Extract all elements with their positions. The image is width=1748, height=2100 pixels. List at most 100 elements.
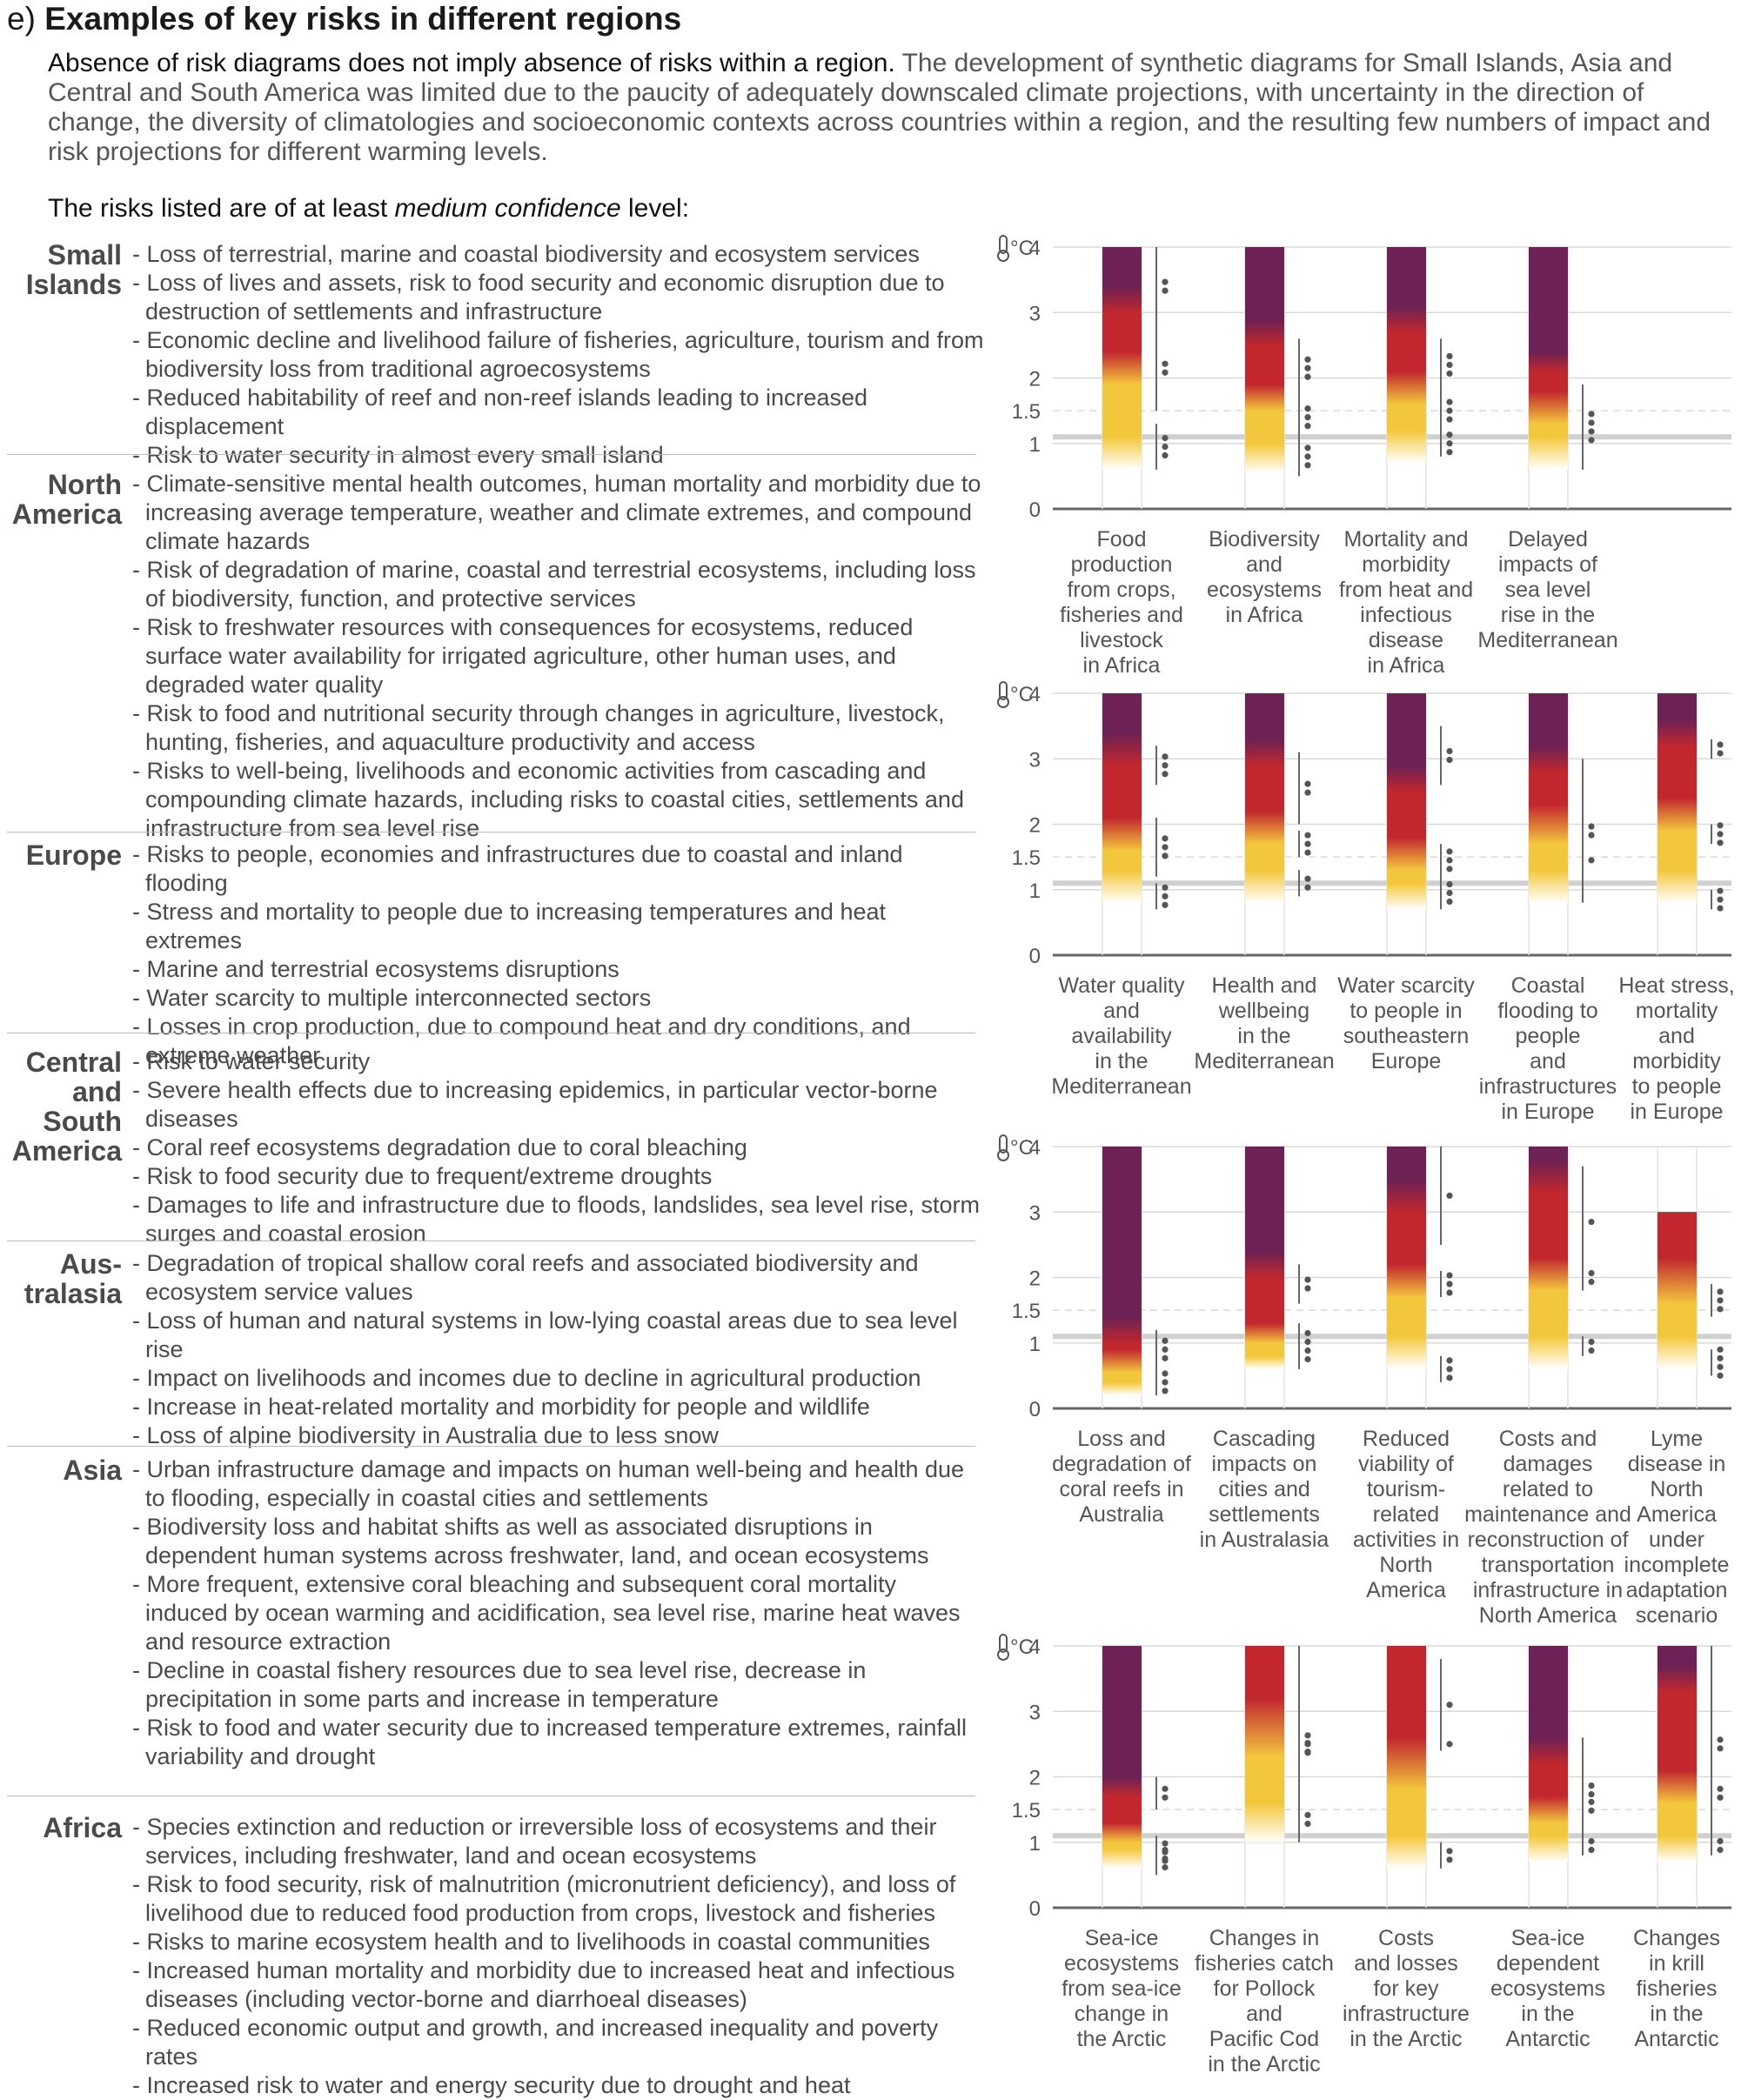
risk-ember-bar — [1245, 1646, 1284, 1843]
region-name: Africa — [43, 1812, 122, 1843]
risk-item: Increase in heat-related mortality and m… — [132, 1393, 985, 1421]
risk-ember-bar — [1387, 247, 1426, 464]
risk-ember-bar — [1387, 693, 1426, 910]
y-tick-label: 3 — [1029, 1201, 1041, 1225]
y-tick-label: 2 — [1029, 814, 1041, 838]
risk-ember-bar — [1529, 1147, 1568, 1369]
confidence-dot — [1717, 1846, 1724, 1854]
confidence-dot — [1717, 1745, 1724, 1752]
confidence-dot — [1446, 431, 1453, 438]
confidence-dot — [1446, 440, 1453, 447]
risk-item: Increased human mortality and morbidity … — [132, 1956, 985, 2014]
risk-item: Risks to well-being, livelihoods and eco… — [132, 757, 985, 843]
category-label: Food production from crops, fisheries and li… — [1060, 527, 1183, 678]
confidence-dot — [1162, 443, 1169, 451]
confidence-dot — [1304, 1355, 1311, 1363]
confidence-dot — [1588, 411, 1595, 418]
y-tick-label: 1 — [1029, 1333, 1041, 1356]
confidence-dot — [1717, 887, 1724, 894]
risk-ember-bar — [1102, 247, 1142, 470]
risk-ember-bar — [1529, 693, 1568, 903]
category-label: Water scarcity to people in southeastern Eu… — [1337, 973, 1475, 1073]
confidence-dot — [1162, 771, 1169, 778]
risk-item: Species extinction and reduction or irre… — [132, 1813, 985, 1870]
confidence-statement: The risks listed are of at least medium … — [48, 193, 689, 224]
confidence-dot — [1304, 1749, 1311, 1756]
confidence-dot — [1446, 1272, 1453, 1279]
confidence-dot — [1717, 1794, 1724, 1801]
confidence-dot — [1588, 857, 1595, 864]
unit-label: °C — [1010, 683, 1034, 706]
confidence-dot — [1304, 875, 1311, 882]
category-label: Loss and degradation of coral reefs in Aust… — [1052, 1427, 1191, 1527]
y-tick-label: 0 — [1029, 1897, 1041, 1921]
y-tick-label: 3 — [1029, 302, 1041, 325]
thermometer-icon — [997, 681, 1009, 708]
confidence-dot — [1446, 1702, 1453, 1709]
confidence-dot — [1446, 407, 1453, 414]
confidence-dot — [1304, 780, 1311, 787]
region-name: Aus-tralasia — [23, 1248, 122, 1309]
confidence-dot — [1304, 445, 1311, 451]
category-label: Biodiversity and ecosystems in Africa — [1207, 527, 1322, 627]
confidence-dot — [1304, 849, 1311, 856]
intro-lead: Absence of risk diagrams does not imply … — [48, 49, 895, 77]
confidence-dot — [1717, 1837, 1724, 1845]
y-tick-label: 4 — [1029, 237, 1041, 260]
region-divider — [7, 832, 975, 833]
region-name: Asia — [63, 1455, 122, 1486]
risk-item: Risk of degradation of marine, coastal a… — [132, 556, 985, 613]
confidence-dot — [1588, 428, 1595, 435]
risk-ember-bar — [1658, 1646, 1697, 1863]
risk-item: Decline in coastal fishery resources due… — [132, 1656, 985, 1714]
confidence-dot — [1304, 423, 1311, 430]
unit-label: °C — [1010, 1136, 1034, 1160]
confidence-dot — [1304, 1338, 1311, 1346]
y-tick-label: 1.5 — [1012, 400, 1041, 424]
risk-item: Loss of lives and assets, risk to food s… — [132, 269, 985, 326]
region-name: North America — [11, 469, 122, 530]
category-label: Water quality and availability in the Medite… — [1051, 973, 1191, 1099]
region-name: Small Islands — [25, 239, 122, 300]
risk-item: Risk to food security, risk of malnutrit… — [132, 1870, 985, 1928]
risk-item: Loss of terrestrial, marine and coastal … — [132, 240, 985, 269]
risk-item: More frequent, extensive coral bleaching… — [132, 1570, 985, 1656]
confidence-dot — [1588, 832, 1595, 839]
risk-list: Urban infrastructure damage and impacts … — [132, 1455, 985, 1771]
confidence-dot — [1588, 1347, 1595, 1354]
confidence-dot — [1446, 449, 1453, 456]
risk-item: Loss of human and natural systems in low… — [132, 1307, 985, 1364]
risk-ember-bar — [1529, 247, 1568, 470]
y-tick-label: 4 — [1029, 683, 1041, 706]
confidence-dot — [1588, 437, 1595, 444]
y-tick-label: 4 — [1029, 1136, 1041, 1160]
risk-item: Risks to marine ecosystem health and to … — [132, 1928, 985, 1956]
confidence-dot — [1588, 1278, 1595, 1286]
confidence-dot — [1162, 835, 1169, 842]
confidence-dot — [1446, 361, 1453, 369]
confidence-dot — [1446, 1281, 1453, 1287]
risk-ember-bar — [1658, 693, 1697, 903]
confidence-dot — [1162, 762, 1169, 769]
confidence-dot — [1717, 1306, 1724, 1313]
risk-item: Coral reef ecosystems degradation due to… — [132, 1134, 985, 1162]
confidence-dot — [1304, 1285, 1311, 1292]
confidence-dot — [1717, 1297, 1724, 1304]
confidence-dot — [1304, 1820, 1311, 1828]
category-label: Coastal flooding to people and infrastructur… — [1479, 973, 1617, 1124]
confidence-dot — [1162, 1346, 1169, 1353]
category-label: Health and wellbeing in the Mediterranean — [1194, 973, 1334, 1073]
y-tick-label: 3 — [1029, 748, 1041, 772]
confidence-dot — [1717, 822, 1724, 829]
confidence-dot — [1162, 1354, 1169, 1361]
confidence-dot — [1162, 753, 1169, 760]
region-divider — [7, 454, 975, 455]
confidence-dot — [1588, 1837, 1595, 1845]
risk-item: Urban infrastructure damage and impacts … — [132, 1455, 985, 1513]
confidence-dot — [1162, 369, 1169, 376]
confidence-dot — [1304, 1329, 1311, 1337]
y-tick-label: 2 — [1029, 368, 1041, 391]
confidence-dot — [1304, 414, 1311, 421]
confidence-dot — [1162, 287, 1169, 294]
